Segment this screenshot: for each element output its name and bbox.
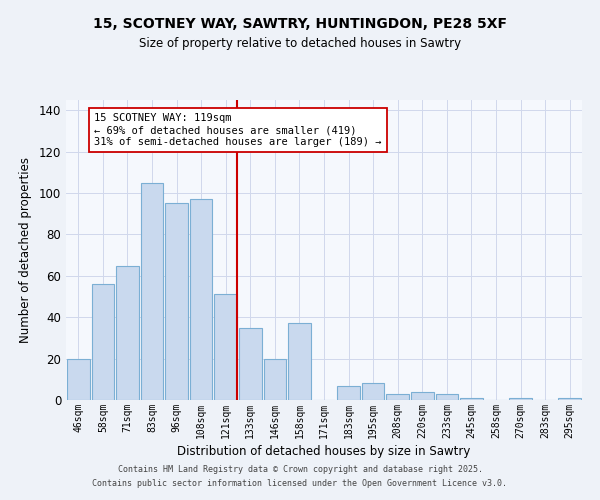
Bar xyxy=(67,358,89,400)
Bar xyxy=(337,386,360,400)
Bar xyxy=(460,398,483,400)
Bar xyxy=(288,324,311,400)
Bar xyxy=(411,392,434,400)
Bar xyxy=(214,294,237,400)
Text: 15 SCOTNEY WAY: 119sqm
← 69% of detached houses are smaller (419)
31% of semi-de: 15 SCOTNEY WAY: 119sqm ← 69% of detached… xyxy=(94,114,382,146)
Bar xyxy=(165,204,188,400)
Text: Size of property relative to detached houses in Sawtry: Size of property relative to detached ho… xyxy=(139,38,461,51)
X-axis label: Distribution of detached houses by size in Sawtry: Distribution of detached houses by size … xyxy=(178,445,470,458)
Bar xyxy=(140,183,163,400)
Bar xyxy=(116,266,139,400)
Bar xyxy=(509,398,532,400)
Bar xyxy=(386,394,409,400)
Text: Contains HM Land Registry data © Crown copyright and database right 2025.
Contai: Contains HM Land Registry data © Crown c… xyxy=(92,466,508,487)
Text: 15, SCOTNEY WAY, SAWTRY, HUNTINGDON, PE28 5XF: 15, SCOTNEY WAY, SAWTRY, HUNTINGDON, PE2… xyxy=(93,18,507,32)
Bar xyxy=(559,398,581,400)
Bar xyxy=(190,200,212,400)
Y-axis label: Number of detached properties: Number of detached properties xyxy=(19,157,32,343)
Bar xyxy=(362,384,385,400)
Bar xyxy=(239,328,262,400)
Bar xyxy=(436,394,458,400)
Bar xyxy=(263,358,286,400)
Bar xyxy=(92,284,114,400)
